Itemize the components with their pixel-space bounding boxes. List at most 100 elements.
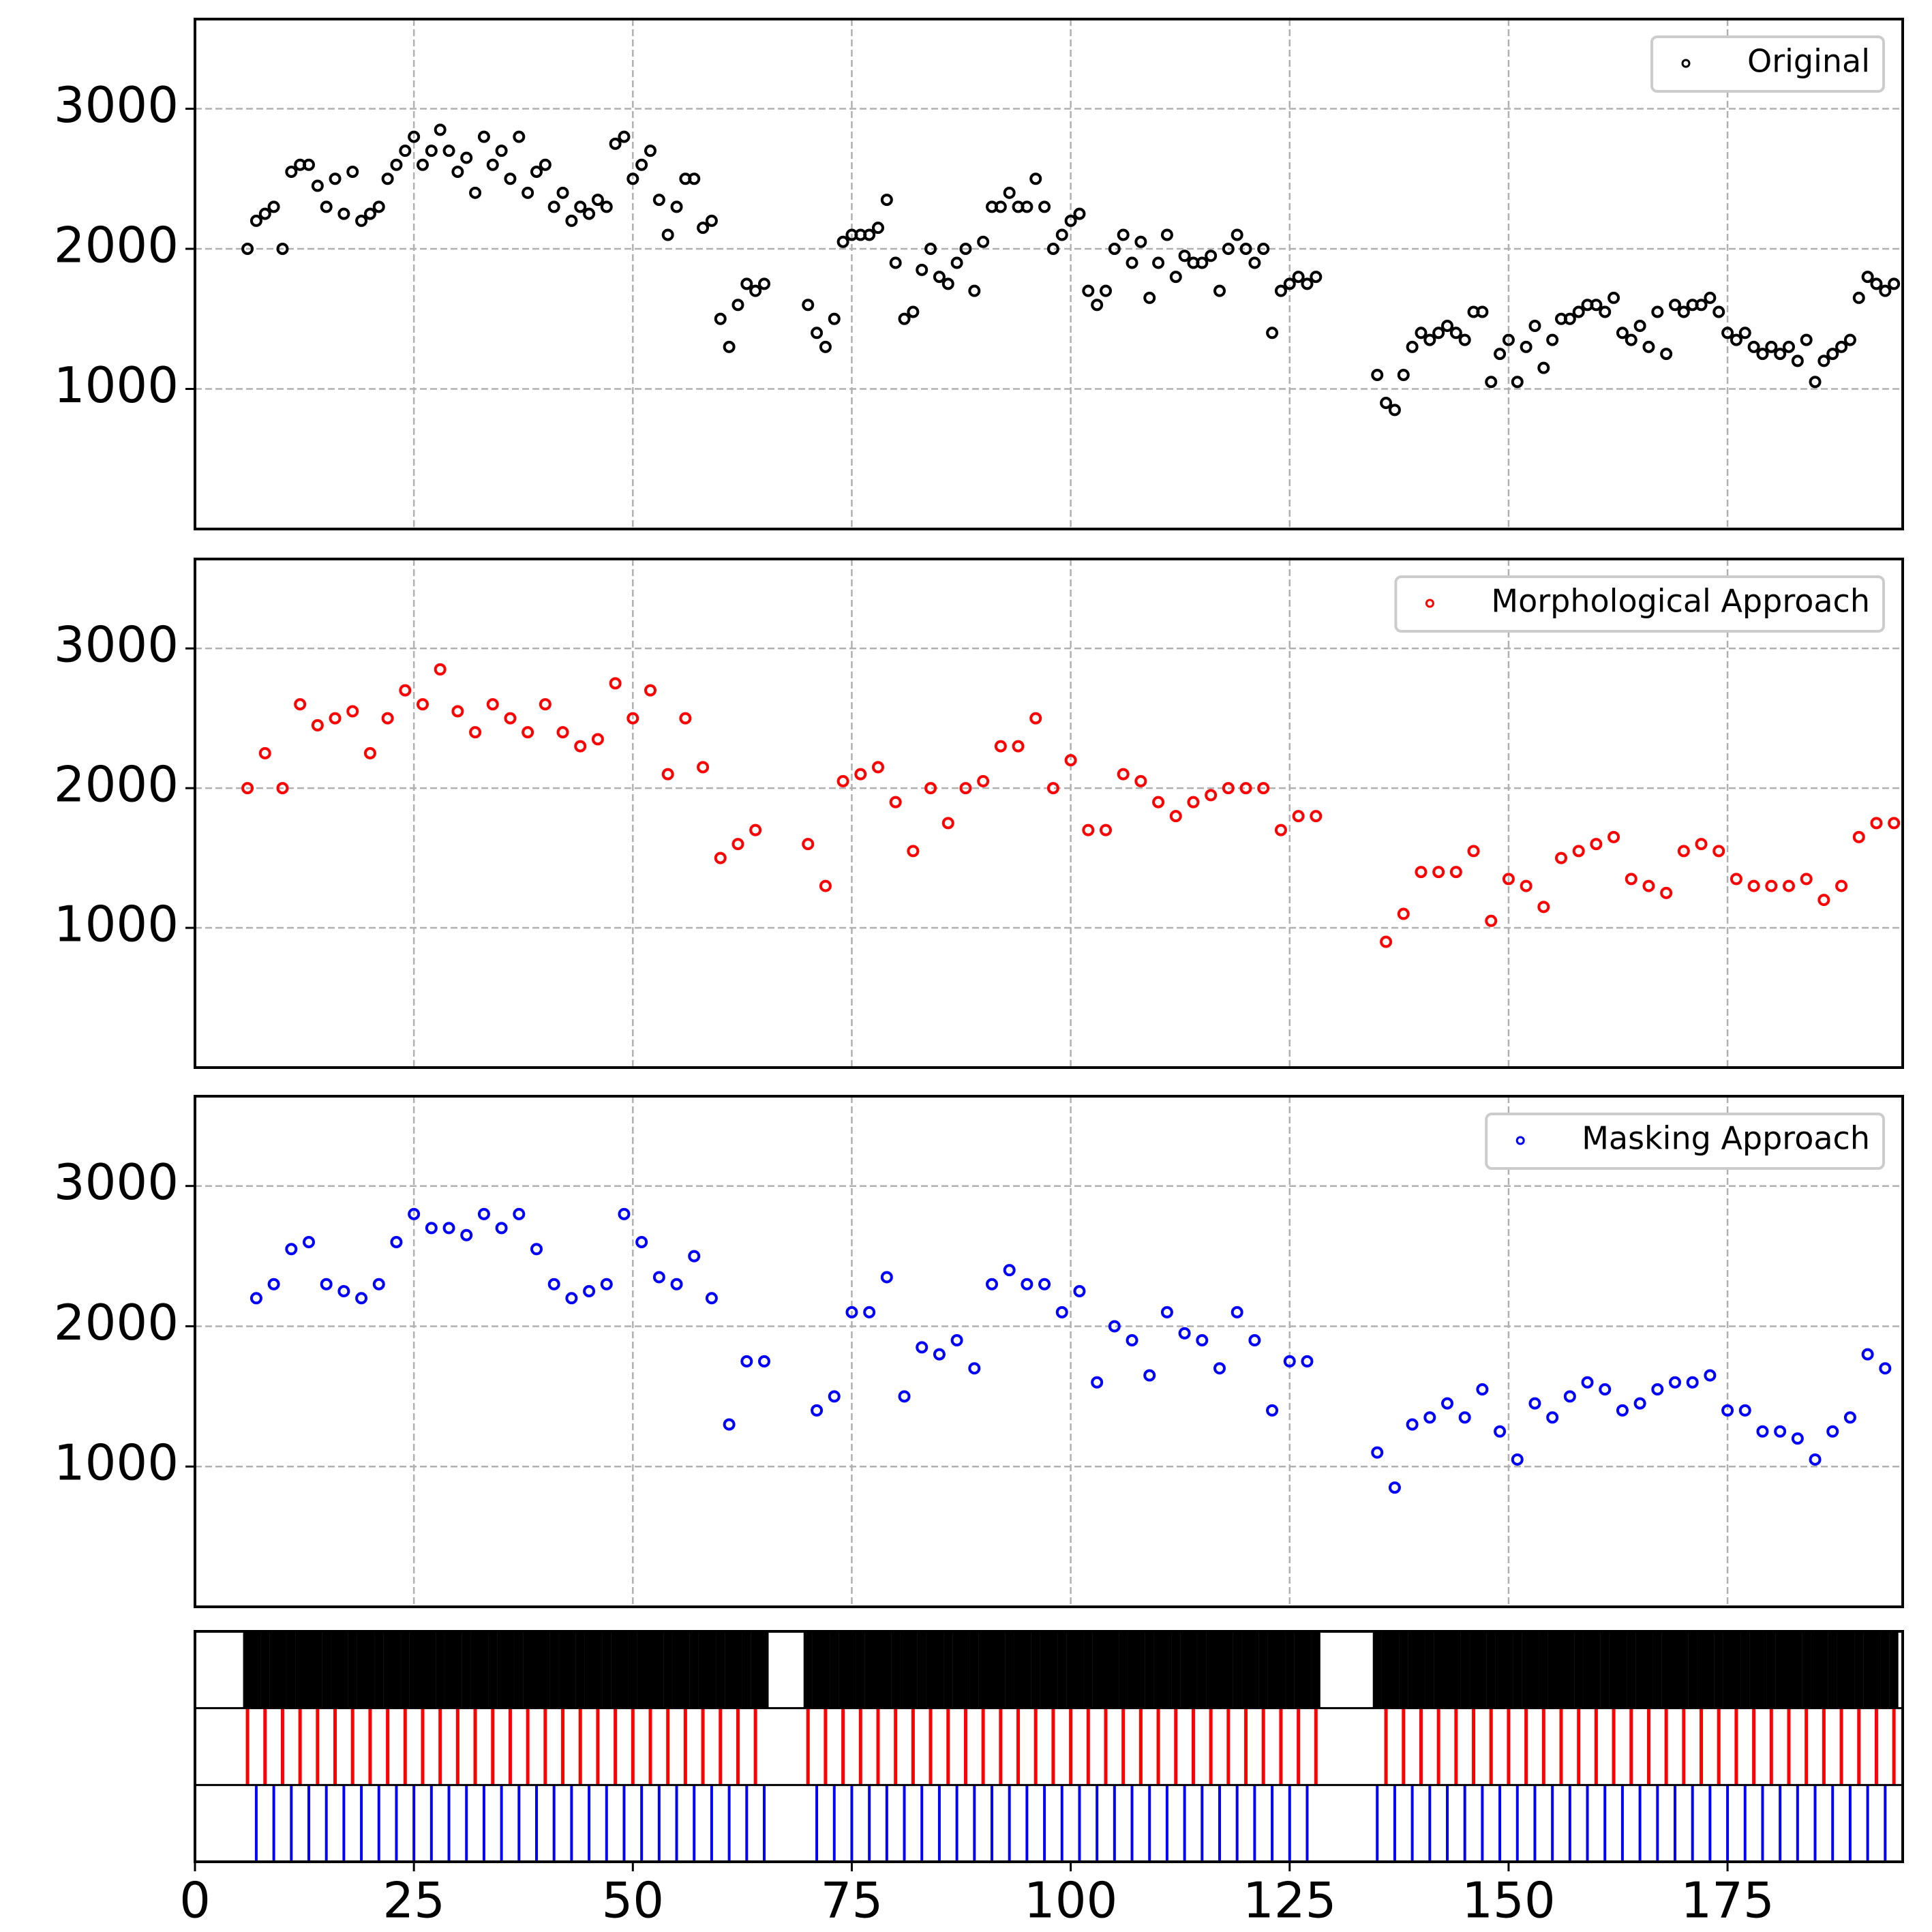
y-tick-label: 2000 — [54, 217, 179, 274]
point — [495, 145, 508, 157]
point — [950, 1334, 963, 1347]
point — [986, 1278, 998, 1290]
point — [828, 1390, 841, 1403]
point — [1520, 340, 1533, 353]
point — [1266, 1404, 1279, 1417]
point — [1292, 810, 1305, 823]
point — [1563, 312, 1576, 325]
point — [1660, 886, 1673, 899]
point — [451, 165, 464, 178]
point — [565, 1292, 578, 1305]
point — [670, 200, 683, 213]
point — [1738, 1404, 1751, 1417]
point — [1712, 305, 1725, 318]
point — [1388, 1481, 1401, 1494]
point — [845, 1305, 858, 1318]
point — [434, 663, 447, 676]
x-tick-label: 0 — [179, 1872, 211, 1929]
point — [1861, 1348, 1874, 1361]
point — [802, 299, 815, 312]
point — [1055, 1305, 1068, 1318]
point — [1108, 243, 1121, 256]
point — [644, 684, 656, 697]
point — [1441, 320, 1453, 333]
point — [1213, 1362, 1226, 1375]
point — [1494, 348, 1507, 361]
point — [1809, 1453, 1822, 1466]
point — [758, 1355, 770, 1368]
point — [1730, 333, 1742, 346]
point — [1178, 250, 1191, 262]
point — [1196, 1334, 1209, 1347]
point — [1747, 340, 1760, 353]
point — [591, 733, 604, 746]
point — [1283, 277, 1296, 290]
point — [1458, 1411, 1471, 1424]
point — [1082, 824, 1095, 836]
point — [758, 277, 770, 290]
point — [320, 200, 333, 213]
point — [469, 186, 482, 199]
point — [1721, 1404, 1734, 1417]
point — [417, 698, 429, 711]
point — [1301, 277, 1314, 290]
point — [1432, 327, 1445, 339]
point — [1205, 789, 1218, 802]
point — [320, 1278, 333, 1290]
point — [1449, 866, 1462, 879]
point — [1712, 845, 1725, 858]
point — [434, 123, 447, 136]
point — [1046, 782, 1059, 795]
point — [1423, 1411, 1436, 1424]
point — [688, 172, 701, 185]
point — [1257, 243, 1270, 256]
point — [1091, 299, 1104, 312]
point — [977, 774, 990, 787]
point — [1292, 271, 1305, 284]
point — [1301, 1355, 1314, 1368]
legend-box — [1394, 575, 1885, 633]
point — [1642, 340, 1655, 353]
point — [1625, 333, 1637, 346]
point — [1126, 1334, 1138, 1347]
legend-box — [1650, 35, 1885, 93]
point — [609, 677, 622, 690]
point — [1843, 1411, 1856, 1424]
point — [1511, 376, 1524, 389]
point — [644, 145, 656, 157]
point — [1590, 299, 1603, 312]
point — [1835, 340, 1848, 353]
point — [1572, 305, 1585, 318]
point — [1100, 284, 1112, 297]
point — [1765, 340, 1778, 353]
point — [1774, 348, 1787, 361]
point — [836, 774, 849, 787]
panel: 1000 2000 3000 Original — [54, 18, 1904, 530]
point — [583, 1285, 596, 1298]
point — [1073, 207, 1086, 220]
point — [469, 726, 482, 739]
point — [1747, 879, 1760, 892]
point — [1003, 186, 1016, 199]
x-tick-label: 50 — [601, 1872, 664, 1929]
legend-label: Morphological Approach — [1491, 583, 1870, 620]
panel: 1000 2000 3000 Morphological Approach — [54, 558, 1904, 1069]
point — [854, 768, 867, 781]
point — [688, 1250, 701, 1263]
point — [714, 851, 727, 864]
point — [1608, 830, 1620, 843]
point — [1633, 1397, 1646, 1410]
point — [1160, 228, 1173, 241]
point — [565, 214, 578, 227]
point — [1029, 712, 1042, 725]
point — [1117, 228, 1130, 241]
point — [723, 1418, 736, 1431]
point — [1152, 796, 1165, 809]
point — [303, 1236, 315, 1248]
point — [1449, 327, 1462, 339]
point — [1073, 1285, 1086, 1298]
point — [933, 1348, 946, 1361]
point — [1686, 1376, 1699, 1389]
point — [1677, 845, 1690, 858]
point — [1695, 299, 1708, 312]
